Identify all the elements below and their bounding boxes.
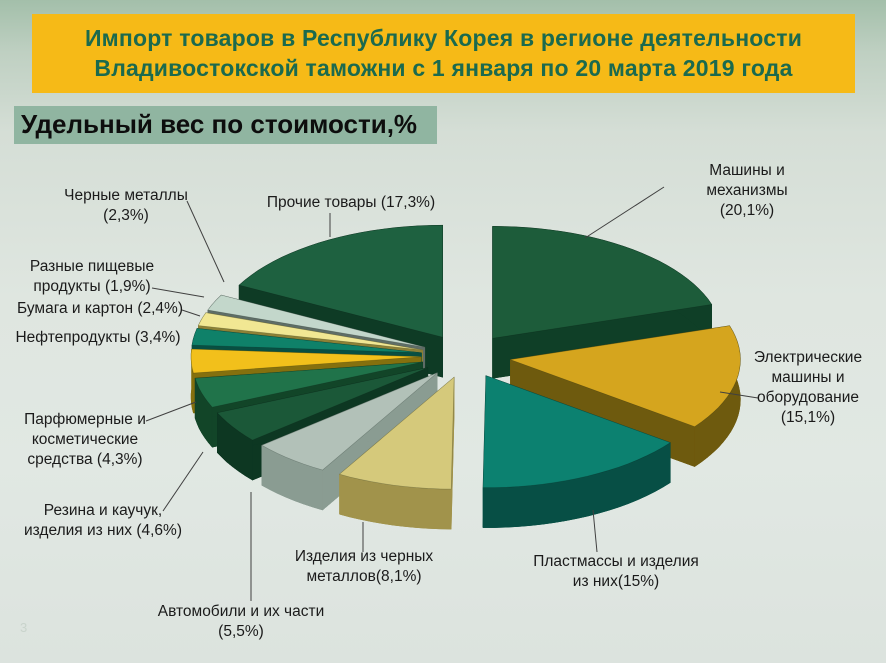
pie-slice-2 bbox=[482, 375, 671, 528]
label-leader-line bbox=[145, 401, 197, 422]
pie-slice-3 bbox=[338, 376, 455, 530]
label-leader-line bbox=[181, 309, 201, 317]
label-leader-line bbox=[162, 451, 204, 512]
label-leader-line bbox=[592, 509, 598, 553]
page-number: 3 bbox=[20, 620, 28, 635]
slide-title-line2: Владивостокской таможни с 1 января по 20… bbox=[94, 55, 793, 81]
title-banner: Импорт товаров в Республику Корея в реги… bbox=[32, 14, 855, 93]
chart-subtitle: Удельный вес по стоимости,% bbox=[14, 106, 437, 144]
label-leader-line bbox=[719, 391, 759, 399]
label-leader-line bbox=[584, 186, 665, 239]
slide-title-line1: Импорт товаров в Республику Корея в реги… bbox=[84, 25, 803, 51]
label-leader-line bbox=[186, 200, 225, 283]
label-leader-line bbox=[151, 287, 205, 298]
